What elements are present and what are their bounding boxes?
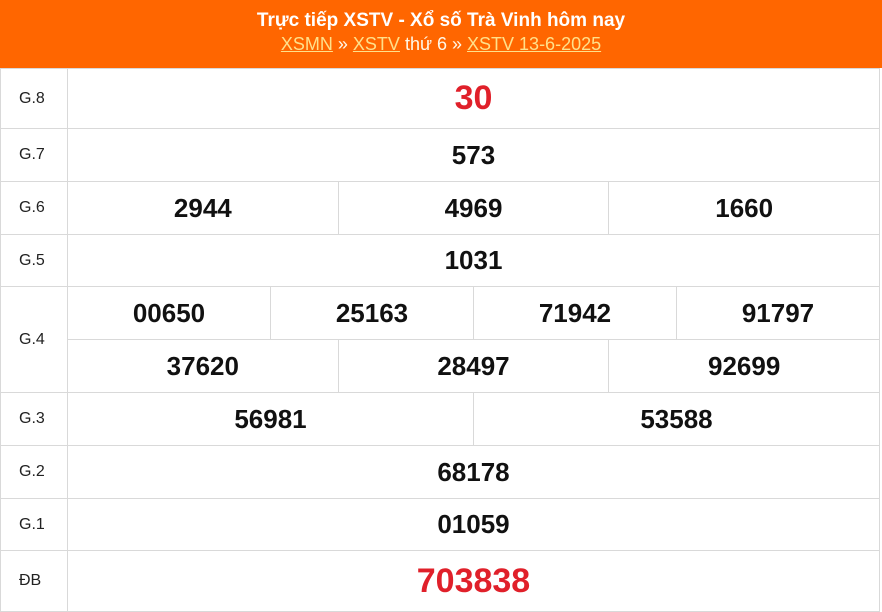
prize-row-g4-2: 37620 28497 92699 bbox=[1, 339, 880, 393]
breadcrumb-separator: » bbox=[332, 34, 353, 54]
prize-row-g4: G.4 00650 25163 71942 91797 bbox=[0, 286, 880, 393]
prize-label: G.1 bbox=[0, 498, 68, 551]
breadcrumb-day: thứ 6 bbox=[399, 34, 453, 54]
prize-number: 71942 bbox=[473, 287, 676, 339]
prize-number: 28497 bbox=[337, 340, 609, 392]
prize-row-g3: G.3 56981 53588 bbox=[0, 392, 880, 446]
prize-row-g5: G.5 1031 bbox=[0, 234, 880, 287]
xstv-link[interactable]: XSTV bbox=[352, 34, 400, 54]
prize-row-g8: G.8 30 bbox=[0, 68, 880, 129]
prize-number: 1660 bbox=[608, 182, 879, 234]
prize-number: 4969 bbox=[337, 182, 609, 234]
prize-number: 53588 bbox=[473, 393, 879, 445]
prize-number: 68178 bbox=[67, 445, 880, 499]
prize-number: 30 bbox=[67, 68, 880, 129]
prize-label: G.7 bbox=[0, 128, 68, 182]
prize-number: 25163 bbox=[270, 287, 473, 339]
prize-number: 2944 bbox=[173, 192, 232, 223]
xstv-date-link[interactable]: XSTV 13-6-2025 bbox=[467, 34, 602, 54]
special-prize-number: 703838 bbox=[67, 550, 880, 612]
results-header: Trực tiếp XSTV - Xổ số Trà Vinh hôm nay … bbox=[0, 0, 882, 68]
breadcrumb-separator: » bbox=[452, 34, 468, 54]
prize-number: 56981 bbox=[234, 403, 307, 434]
prize-row-g6: G.6 2944 4969 1660 bbox=[0, 181, 880, 235]
prize-label: G.3 bbox=[0, 392, 68, 446]
prize-label: G.2 bbox=[0, 445, 68, 499]
prize-label: G.4 bbox=[0, 286, 68, 393]
prize-number: 1031 bbox=[67, 234, 880, 287]
prize-number: 573 bbox=[67, 128, 880, 182]
page-title: Trực tiếp XSTV - Xổ số Trà Vinh hôm nay bbox=[256, 10, 626, 31]
prize-label: G.6 bbox=[0, 181, 68, 235]
prize-label: ĐB bbox=[0, 550, 68, 612]
prize-row-g7: G.7 573 bbox=[0, 128, 880, 182]
breadcrumb: XSMN » XSTV thứ 6 » XSTV 13-6-2025 bbox=[0, 33, 882, 55]
prize-number: 92699 bbox=[608, 340, 879, 392]
prize-number: 37620 bbox=[166, 350, 239, 381]
prize-number: 91797 bbox=[676, 287, 879, 339]
xsmn-link[interactable]: XSMN bbox=[280, 34, 333, 54]
prize-row-g1: G.1 01059 bbox=[0, 498, 880, 551]
prize-row-special: ĐB 703838 bbox=[0, 550, 880, 612]
results-table: G.8 30 G.7 573 G.6 2944 4969 1660 G.5 1031 G.4… bbox=[0, 68, 880, 612]
prize-label: G.5 bbox=[0, 234, 68, 287]
prize-number: 00650 bbox=[132, 297, 206, 328]
prize-row-g2: G.2 68178 bbox=[0, 445, 880, 499]
prize-label: G.8 bbox=[0, 68, 68, 129]
prize-number: 01059 bbox=[67, 498, 880, 551]
